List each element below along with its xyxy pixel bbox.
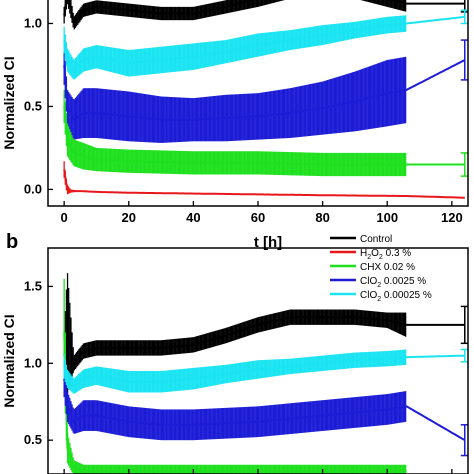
- legend-item: H2O2 0.3 %: [330, 248, 411, 261]
- series-line: [63, 378, 466, 442]
- legend-label: H2O2 0.3 %: [360, 248, 411, 261]
- series-control: [63, 0, 468, 30]
- series-line: [63, 354, 465, 388]
- legend-label: Control: [360, 234, 392, 245]
- plot-area: [63, 0, 468, 199]
- panel-label-b: b: [6, 231, 18, 253]
- panel-a-chart: 0.0 0.5 1.0 0 20 40 60 80 100 120 t [h] Normalized …: [1, 0, 469, 251]
- legend-item: Control: [330, 234, 392, 245]
- series-chx-0-02-: [63, 89, 468, 177]
- x-tick-label: 80: [315, 210, 329, 225]
- x-tick-label: 120: [441, 210, 463, 225]
- series-line: [63, 0, 465, 26]
- series-line: [63, 15, 465, 72]
- x-tick-label: 40: [186, 210, 200, 225]
- series-h2o2-0-3-: [63, 161, 465, 199]
- series-line: [63, 106, 465, 166]
- series-clo2-0-0025-: [63, 39, 468, 143]
- x-tick-label: 60: [251, 210, 265, 225]
- legend-item: CHX 0.02 %: [330, 262, 415, 273]
- y-tick-label: 0.0: [24, 181, 42, 196]
- legend-label: ClO2 0.0025 %: [360, 276, 426, 289]
- y-tick-label: 1.0: [24, 15, 42, 30]
- x-tick-label: 20: [122, 210, 136, 225]
- y-axis-label: Normalized CI: [1, 56, 17, 149]
- series-clo2-0-0025-: [63, 360, 468, 457]
- y-tick-label: 1.0: [24, 355, 42, 370]
- series-clo2-0-00025-: [63, 9, 468, 80]
- series-line: [63, 169, 465, 199]
- y-tick-label: 0.5: [24, 98, 42, 113]
- legend-item: ClO2 0.0025 %: [330, 276, 426, 289]
- legend-item: ClO2 0.00025 %: [330, 290, 432, 303]
- series-line: [63, 59, 466, 122]
- x-tick-label: 0: [61, 210, 68, 225]
- x-tick-label: 100: [376, 210, 398, 225]
- legend-label: ClO2 0.00025 %: [360, 290, 432, 303]
- legend-label: CHX 0.02 %: [360, 262, 415, 273]
- plot-area: [63, 273, 468, 474]
- x-axis-label: t [h]: [254, 234, 282, 251]
- plot-frame: [47, 247, 469, 474]
- y-tick-label: 0.5: [24, 432, 42, 447]
- y-axis-label: Normalized CI: [1, 314, 17, 407]
- series-line: [63, 316, 465, 366]
- y-tick-label: 1.5: [24, 278, 42, 293]
- series-line: [63, 332, 407, 472]
- legend: Control H2O2 0.3 %CHX 0.02 % ClO2 0.0025 %…: [330, 234, 432, 303]
- panel-b-chart: 0.5 1.0 1.5 Normalized CI: [1, 247, 469, 474]
- series-clo2-0-00025-: [63, 348, 468, 394]
